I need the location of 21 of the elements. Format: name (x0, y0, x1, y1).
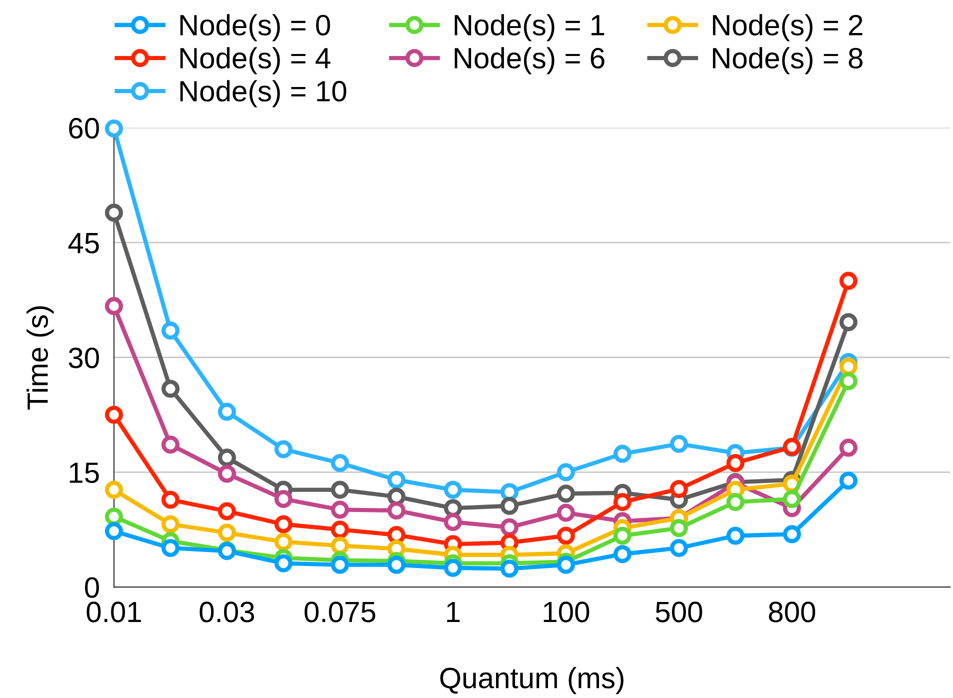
x-tick-label: 1 (447, 602, 460, 622)
legend-label: Node(s) = 2 (712, 14, 862, 42)
x-axis-title: Quantum (ms) (440, 666, 624, 694)
legend-label: Node(s) = 8 (712, 47, 863, 74)
legend-label: Node(s) = 1 (454, 14, 604, 42)
x-tick-label: 500 (656, 602, 702, 622)
y-tick-label: 45 (68, 233, 99, 254)
x-tick-label: 0.03 (200, 602, 254, 622)
legend-label: Node(s) = 10 (180, 80, 346, 108)
y-tick-label: 15 (70, 462, 99, 484)
legend-label: Node(s) = 0 (180, 14, 330, 42)
x-tick-label: 0.075 (304, 602, 376, 622)
legend-label: Node(s) = 4 (180, 47, 330, 74)
y-tick-label: 60 (69, 118, 99, 139)
x-tick-label: 800 (768, 602, 816, 622)
x-tick-label: 0.01 (86, 602, 141, 622)
y-tick-label: 30 (68, 348, 99, 368)
legend-label: Node(s) = 6 (454, 47, 604, 74)
y-tick-label: 0 (85, 577, 99, 598)
x-tick-label: 100 (544, 602, 590, 622)
y-axis-title: Time (s) (26, 306, 54, 410)
